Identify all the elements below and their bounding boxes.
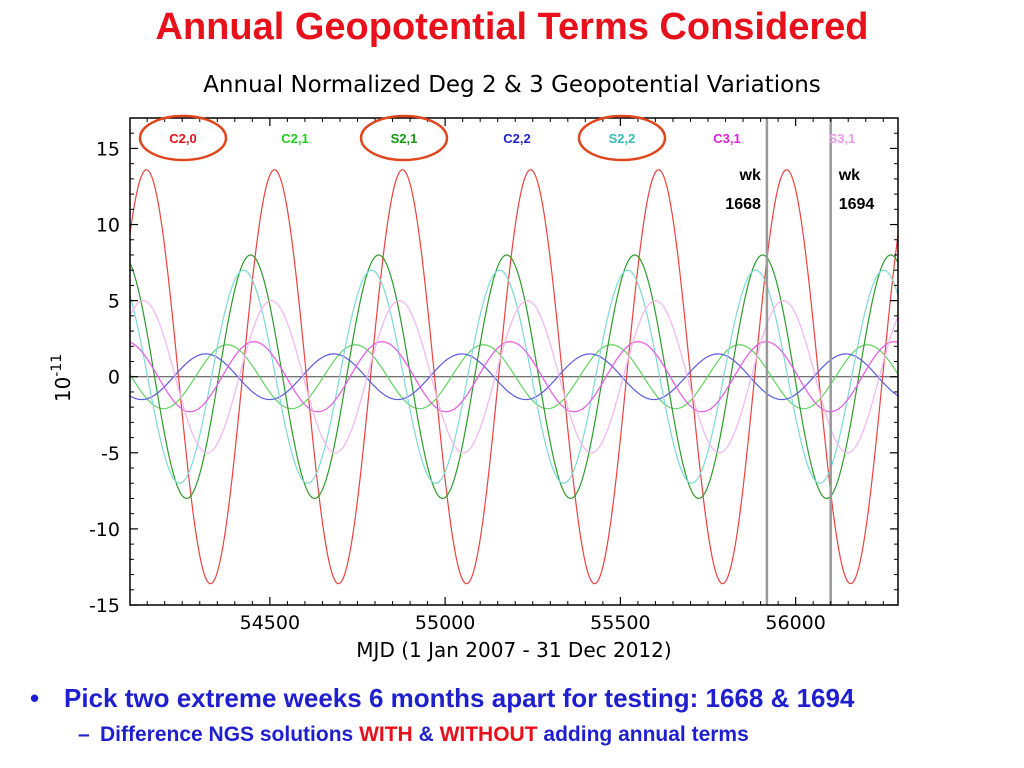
bullet-list: • Pick two extreme weeks 6 months apart f… (30, 680, 1010, 750)
y-tick-label-5: 5 (108, 291, 120, 313)
bullet-dot-icon: • (30, 680, 64, 716)
legend-label-s2-2: S2,2 (609, 131, 636, 146)
bullet-2-text-a: Difference NGS solutions (100, 723, 353, 746)
y-tick-label-0: 0 (108, 367, 120, 389)
y-axis-label-base: 10 (51, 377, 75, 402)
legend-label-s2-1: S2,1 (391, 131, 418, 146)
legend-label-c3-1: C3,1 (713, 131, 740, 146)
bullet-2-with: WITH (359, 723, 413, 746)
week-label-top-1668: wk (739, 167, 761, 184)
bullet-2-text-b: adding annual terms (543, 723, 748, 746)
bullet-item-1: • Pick two extreme weeks 6 months apart f… (30, 680, 1010, 716)
x-tick-label-54500: 54500 (240, 612, 300, 634)
x-tick-label-55000: 55000 (415, 612, 475, 634)
x-axis-label: MJD (1 Jan 2007 - 31 Dec 2012) (356, 638, 671, 662)
x-tick-label-56000: 56000 (765, 612, 825, 634)
bullet-1-text: Pick two extreme weeks 6 months apart fo… (64, 683, 854, 713)
dash-icon: – (78, 720, 100, 750)
x-tick-label-55500: 55500 (590, 612, 650, 634)
legend-label-c2-1: C2,1 (281, 131, 308, 146)
plot-frame (130, 118, 898, 605)
bullet-2-without: WITHOUT (440, 723, 538, 746)
week-label-number-1668: 1668 (725, 196, 761, 213)
y-axis-label: 10-11 (49, 354, 75, 402)
y-tick-label-10: 10 (96, 215, 120, 237)
y-axis-label-exponent: -11 (49, 354, 65, 377)
bullet-item-2: – Difference NGS solutions WITH & WITHOUT… (78, 720, 1010, 750)
y-tick-label--10: -10 (89, 519, 120, 541)
y-tick-label-15: 15 (96, 138, 120, 160)
bullet-2-amp: & (419, 723, 434, 746)
week-label-number-1694: 1694 (839, 196, 875, 213)
legend-label-s3-1: S3,1 (829, 131, 856, 146)
week-label-top-1694: wk (838, 167, 860, 184)
y-tick-label--5: -5 (101, 443, 120, 465)
y-tick-label--15: -15 (89, 595, 120, 617)
legend-label-c2-2: C2,2 (503, 131, 530, 146)
legend-label-c2-0: C2,0 (169, 131, 196, 146)
geopotential-chart: wk 1668 wk 1694 -15 -10 -5 0 5 10 15 54500 55000 5550… (0, 0, 1024, 680)
